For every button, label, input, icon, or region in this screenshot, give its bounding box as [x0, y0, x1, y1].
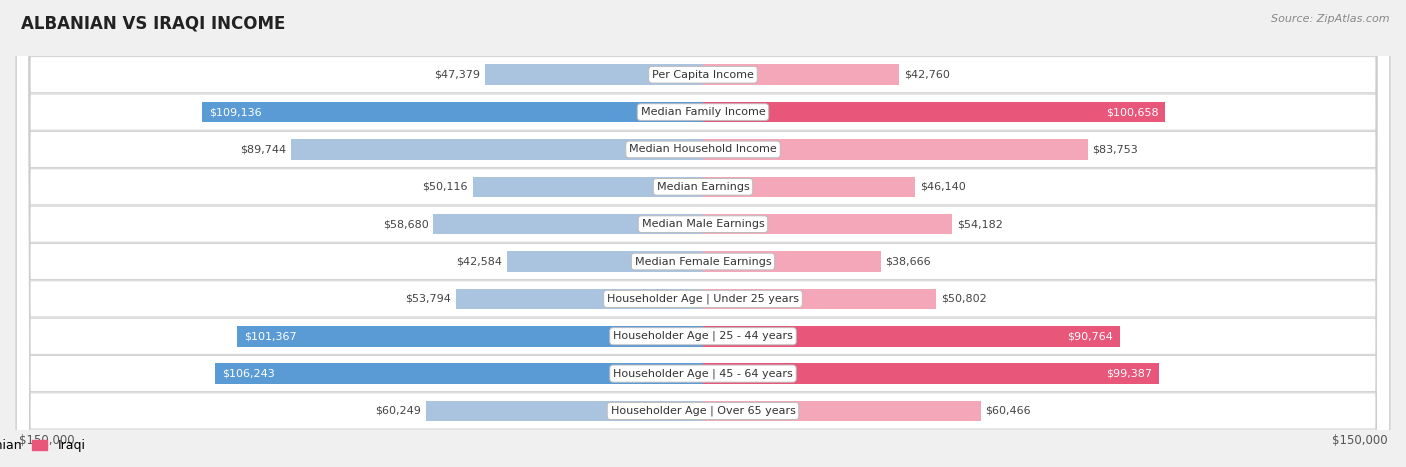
- FancyBboxPatch shape: [17, 0, 1389, 467]
- Bar: [508, 251, 703, 272]
- Text: Householder Age | Over 65 years: Householder Age | Over 65 years: [610, 406, 796, 416]
- Text: Median Earnings: Median Earnings: [657, 182, 749, 192]
- Text: $99,387: $99,387: [1107, 368, 1153, 379]
- Text: Householder Age | 45 - 64 years: Householder Age | 45 - 64 years: [613, 368, 793, 379]
- Bar: [238, 326, 703, 347]
- FancyBboxPatch shape: [17, 0, 1389, 467]
- Bar: [703, 64, 900, 85]
- FancyBboxPatch shape: [17, 0, 1389, 467]
- Text: $101,367: $101,367: [245, 331, 297, 341]
- Bar: [703, 102, 1166, 122]
- Text: $47,379: $47,379: [434, 70, 481, 80]
- Text: $46,140: $46,140: [920, 182, 966, 192]
- Text: $54,182: $54,182: [956, 219, 1002, 229]
- Text: $106,243: $106,243: [222, 368, 274, 379]
- Text: $89,744: $89,744: [240, 144, 285, 155]
- FancyBboxPatch shape: [17, 0, 1389, 467]
- Text: $42,584: $42,584: [457, 256, 502, 267]
- Legend: Albanian, Iraqi: Albanian, Iraqi: [0, 434, 90, 457]
- Bar: [703, 139, 1088, 160]
- Bar: [703, 401, 981, 421]
- Bar: [215, 363, 703, 384]
- Text: Source: ZipAtlas.com: Source: ZipAtlas.com: [1271, 14, 1389, 24]
- Bar: [703, 214, 952, 234]
- Text: $60,249: $60,249: [375, 406, 422, 416]
- Text: Householder Age | 25 - 44 years: Householder Age | 25 - 44 years: [613, 331, 793, 341]
- Text: Median Household Income: Median Household Income: [628, 144, 778, 155]
- Bar: [703, 251, 880, 272]
- Text: $42,760: $42,760: [904, 70, 950, 80]
- Text: $38,666: $38,666: [886, 256, 931, 267]
- Text: Median Female Earnings: Median Female Earnings: [634, 256, 772, 267]
- Bar: [485, 64, 703, 85]
- Text: $150,000: $150,000: [18, 434, 75, 447]
- Bar: [703, 289, 936, 309]
- Bar: [201, 102, 703, 122]
- Bar: [703, 177, 915, 197]
- Text: $53,794: $53,794: [405, 294, 451, 304]
- Text: $50,802: $50,802: [941, 294, 987, 304]
- Bar: [703, 363, 1160, 384]
- Bar: [472, 177, 703, 197]
- Bar: [703, 326, 1119, 347]
- Text: $83,753: $83,753: [1092, 144, 1139, 155]
- Bar: [433, 214, 703, 234]
- FancyBboxPatch shape: [17, 0, 1389, 467]
- Text: $100,658: $100,658: [1105, 107, 1159, 117]
- Text: Median Family Income: Median Family Income: [641, 107, 765, 117]
- FancyBboxPatch shape: [17, 0, 1389, 467]
- FancyBboxPatch shape: [17, 0, 1389, 467]
- Text: Median Male Earnings: Median Male Earnings: [641, 219, 765, 229]
- Text: $60,466: $60,466: [986, 406, 1031, 416]
- FancyBboxPatch shape: [17, 0, 1389, 467]
- Bar: [456, 289, 703, 309]
- Text: $90,764: $90,764: [1067, 331, 1114, 341]
- Text: Per Capita Income: Per Capita Income: [652, 70, 754, 80]
- Text: $58,680: $58,680: [382, 219, 429, 229]
- Text: $50,116: $50,116: [422, 182, 468, 192]
- FancyBboxPatch shape: [17, 0, 1389, 467]
- FancyBboxPatch shape: [17, 0, 1389, 467]
- Text: $109,136: $109,136: [208, 107, 262, 117]
- Text: Householder Age | Under 25 years: Householder Age | Under 25 years: [607, 294, 799, 304]
- Bar: [291, 139, 703, 160]
- Text: ALBANIAN VS IRAQI INCOME: ALBANIAN VS IRAQI INCOME: [21, 14, 285, 32]
- Bar: [426, 401, 703, 421]
- Text: $150,000: $150,000: [1331, 434, 1388, 447]
